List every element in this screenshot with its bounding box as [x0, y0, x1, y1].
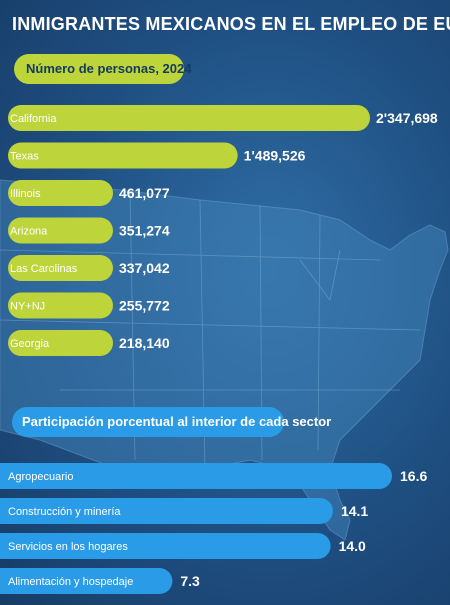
bar-6 [8, 330, 113, 356]
page-title: INMIGRANTES MEXICANOS EN EL EMPLEO DE EU [12, 14, 450, 34]
bar-3 [0, 568, 173, 594]
chart1-title: Número de personas, 2024 [14, 54, 191, 84]
bar-4 [8, 255, 113, 281]
value-label-2: 461,077 [119, 185, 170, 201]
category-label-1: Construcción y minería [8, 506, 121, 518]
bar-3 [8, 217, 113, 244]
category-label-3: Alimentación y hospedaje [8, 576, 133, 588]
bar-1 [8, 142, 238, 169]
category-label-1: Texas [10, 151, 39, 163]
category-label-0: California [10, 113, 57, 125]
chart2-title: Participación porcentual al interior de … [12, 407, 331, 437]
bar-2 [8, 180, 113, 206]
value-label-1: 1'489,526 [244, 148, 306, 164]
bar-5 [8, 292, 113, 319]
category-label-2: Servicios en los hogares [8, 541, 128, 553]
value-label-3: 351,274 [119, 223, 170, 239]
value-label-3: 7.3 [180, 573, 200, 589]
population-bar-chart: California 2'347,698 Texas 1'489,526 Illinoi… [8, 105, 438, 356]
value-label-0: 16.6 [400, 468, 427, 484]
category-label-5: NY+NJ [10, 301, 45, 313]
sector-share-bar-chart: Agropecuario 16.6 Construcción y minería 14… [0, 463, 427, 594]
bar-1 [0, 498, 333, 524]
bar-2 [0, 533, 331, 559]
category-label-0: Agropecuario [8, 471, 73, 483]
value-label-6: 218,140 [119, 335, 170, 351]
value-label-5: 255,772 [119, 298, 170, 314]
category-label-3: Arizona [10, 226, 48, 238]
value-label-2: 14.0 [339, 538, 366, 554]
category-label-4: Las Carolinas [10, 263, 78, 275]
value-label-0: 2'347,698 [376, 110, 438, 126]
value-label-1: 14.1 [341, 503, 368, 519]
bar-0 [0, 463, 392, 489]
category-label-6: Georgia [10, 338, 50, 350]
category-label-2: Illinois [10, 188, 41, 200]
bar-0 [8, 105, 370, 131]
value-label-4: 337,042 [119, 260, 170, 276]
